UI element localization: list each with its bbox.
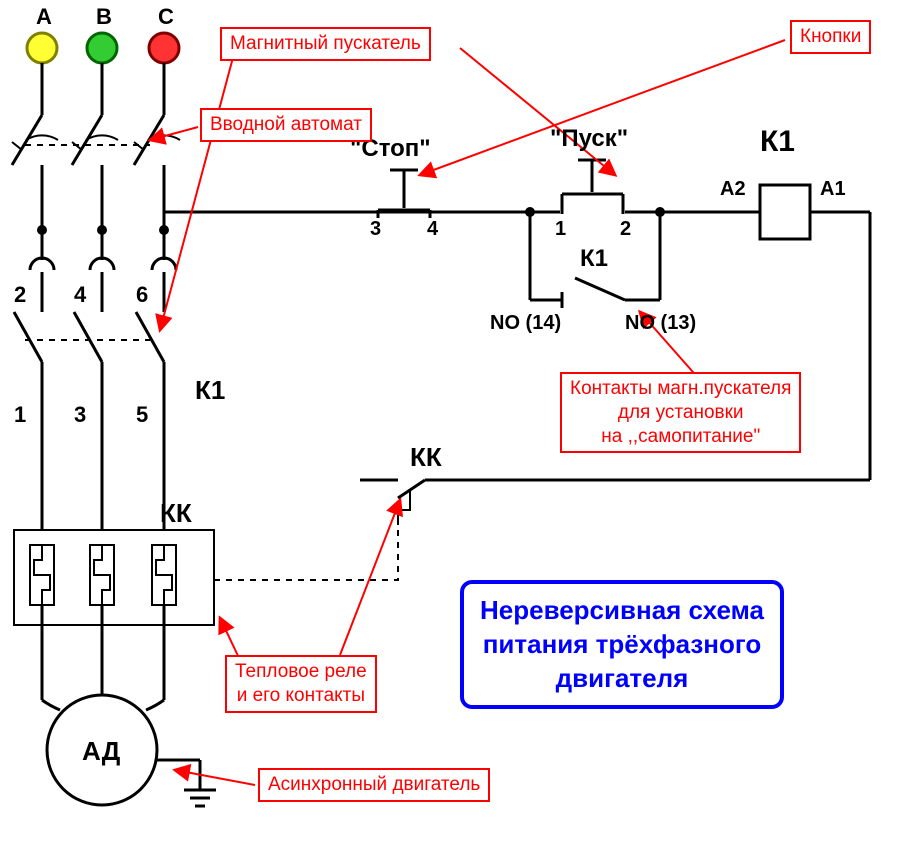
phase-c-lamp <box>149 33 179 63</box>
a2-label: А2 <box>720 178 746 201</box>
start-label: "Пуск" <box>550 125 628 153</box>
annot-mag-starter: Магнитный пускатель <box>220 27 431 61</box>
ctrl-4: 4 <box>427 218 438 241</box>
terminal-1: 1 <box>14 402 26 428</box>
drop-b <box>90 230 114 302</box>
contactor-pole-a <box>14 302 42 402</box>
terminal-5: 5 <box>136 402 148 428</box>
annot-thermal: Тепловое реле и его контакты <box>225 655 377 713</box>
drop-c <box>152 230 176 302</box>
heater-c <box>152 545 176 605</box>
phase-b-label: B <box>96 4 112 30</box>
breaker-pole-a <box>12 115 58 165</box>
title-box: Нереверсивная схема питания трёхфазного … <box>460 580 784 709</box>
annot-breaker: Вводной автомат <box>200 108 372 142</box>
phase-c-label: C <box>158 4 174 30</box>
k1-coil <box>760 185 810 239</box>
annot-aux-contacts: Контакты магн.пускателя для установки на… <box>560 372 801 453</box>
terminal-3: 3 <box>74 402 86 428</box>
terminal-6: 6 <box>136 282 148 308</box>
motor-label: АД <box>82 736 120 767</box>
kk-block-label: КК <box>160 498 192 529</box>
contactor-pole-b <box>74 302 102 402</box>
phase-b-lamp <box>87 33 117 63</box>
no14-label: NO (14) <box>490 312 561 335</box>
phase-a-lamp <box>27 33 57 63</box>
kk-contact-label: КК <box>410 442 442 473</box>
stop-button <box>370 170 438 218</box>
no13-label: NO (13) <box>625 312 696 335</box>
ctrl-2: 2 <box>620 218 631 241</box>
annot-buttons: Кнопки <box>790 20 871 54</box>
k1-main-label: К1 <box>195 375 225 406</box>
k1-aux-label: К1 <box>580 245 608 273</box>
ctrl-1: 1 <box>555 218 566 241</box>
contactor-pole-c <box>136 302 164 402</box>
terminal-2: 2 <box>14 282 26 308</box>
breaker-pole-b <box>72 115 118 165</box>
start-button <box>530 160 660 214</box>
k1-aux-contact <box>530 278 660 308</box>
breaker-pole-c <box>134 115 180 165</box>
kk-contact <box>360 480 465 525</box>
heater-a <box>30 545 54 605</box>
drop-a <box>30 230 54 302</box>
k1-coil-label: К1 <box>760 125 795 159</box>
ctrl-3: 3 <box>370 218 381 241</box>
terminal-4: 4 <box>74 282 86 308</box>
heater-b <box>90 545 114 605</box>
a1-label: А1 <box>820 178 846 201</box>
annot-motor: Асинхронный двигатель <box>258 768 490 802</box>
phase-a-label: A <box>36 4 52 30</box>
